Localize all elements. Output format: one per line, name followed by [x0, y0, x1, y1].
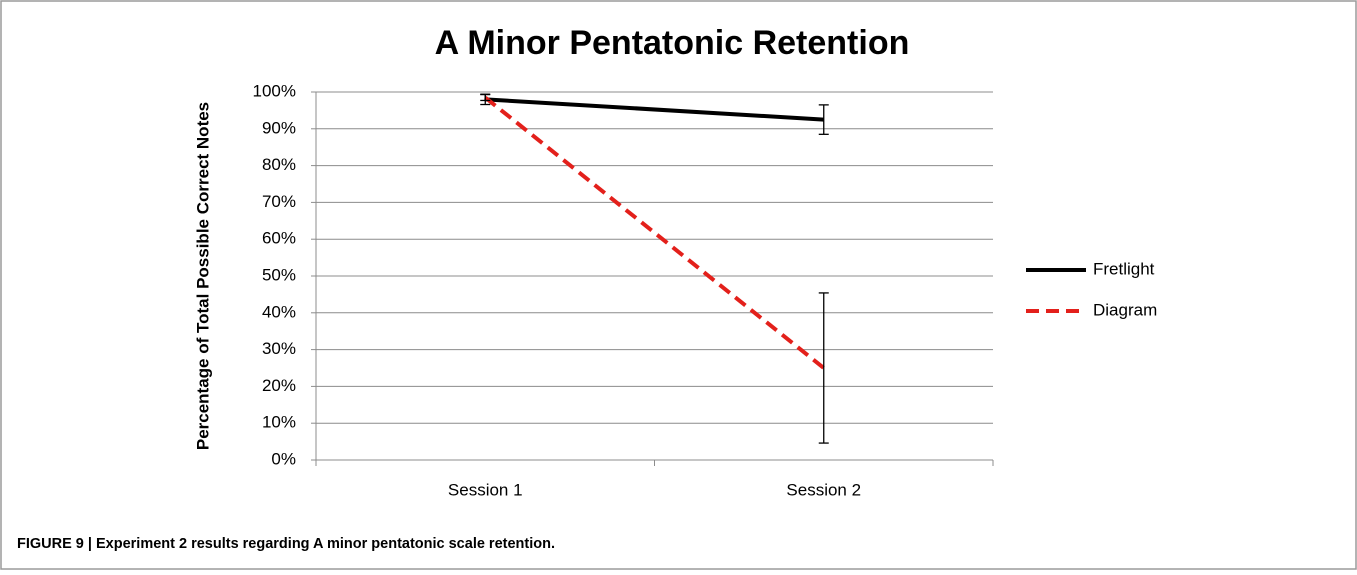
series-line: [485, 97, 824, 122]
y-tick-label: 80%: [262, 155, 296, 174]
x-tick-label: Session 2: [786, 480, 861, 499]
legend-label: Diagram: [1093, 300, 1157, 319]
y-tick-label: 60%: [262, 229, 296, 248]
y-tick-label: 30%: [262, 339, 296, 358]
y-tick-label: 40%: [262, 302, 296, 321]
y-tick-label: 90%: [262, 118, 296, 137]
legend-label: Fretlight: [1093, 259, 1155, 278]
chart-title: A Minor Pentatonic Retention: [435, 24, 910, 62]
series-line: [484, 95, 825, 370]
y-tick-label: 50%: [262, 265, 296, 284]
y-axis-label: Percentage of Total Possible Correct Not…: [193, 102, 212, 450]
y-tick-label: 100%: [253, 81, 296, 100]
y-tick-label: 10%: [262, 413, 296, 432]
x-tick-label: Session 1: [448, 480, 523, 499]
caption: FIGURE 9 | Experiment 2 results regardin…: [17, 536, 555, 552]
y-tick-label: 20%: [262, 376, 296, 395]
y-tick-label: 70%: [262, 192, 296, 211]
y-tick-label: 0%: [271, 449, 296, 468]
